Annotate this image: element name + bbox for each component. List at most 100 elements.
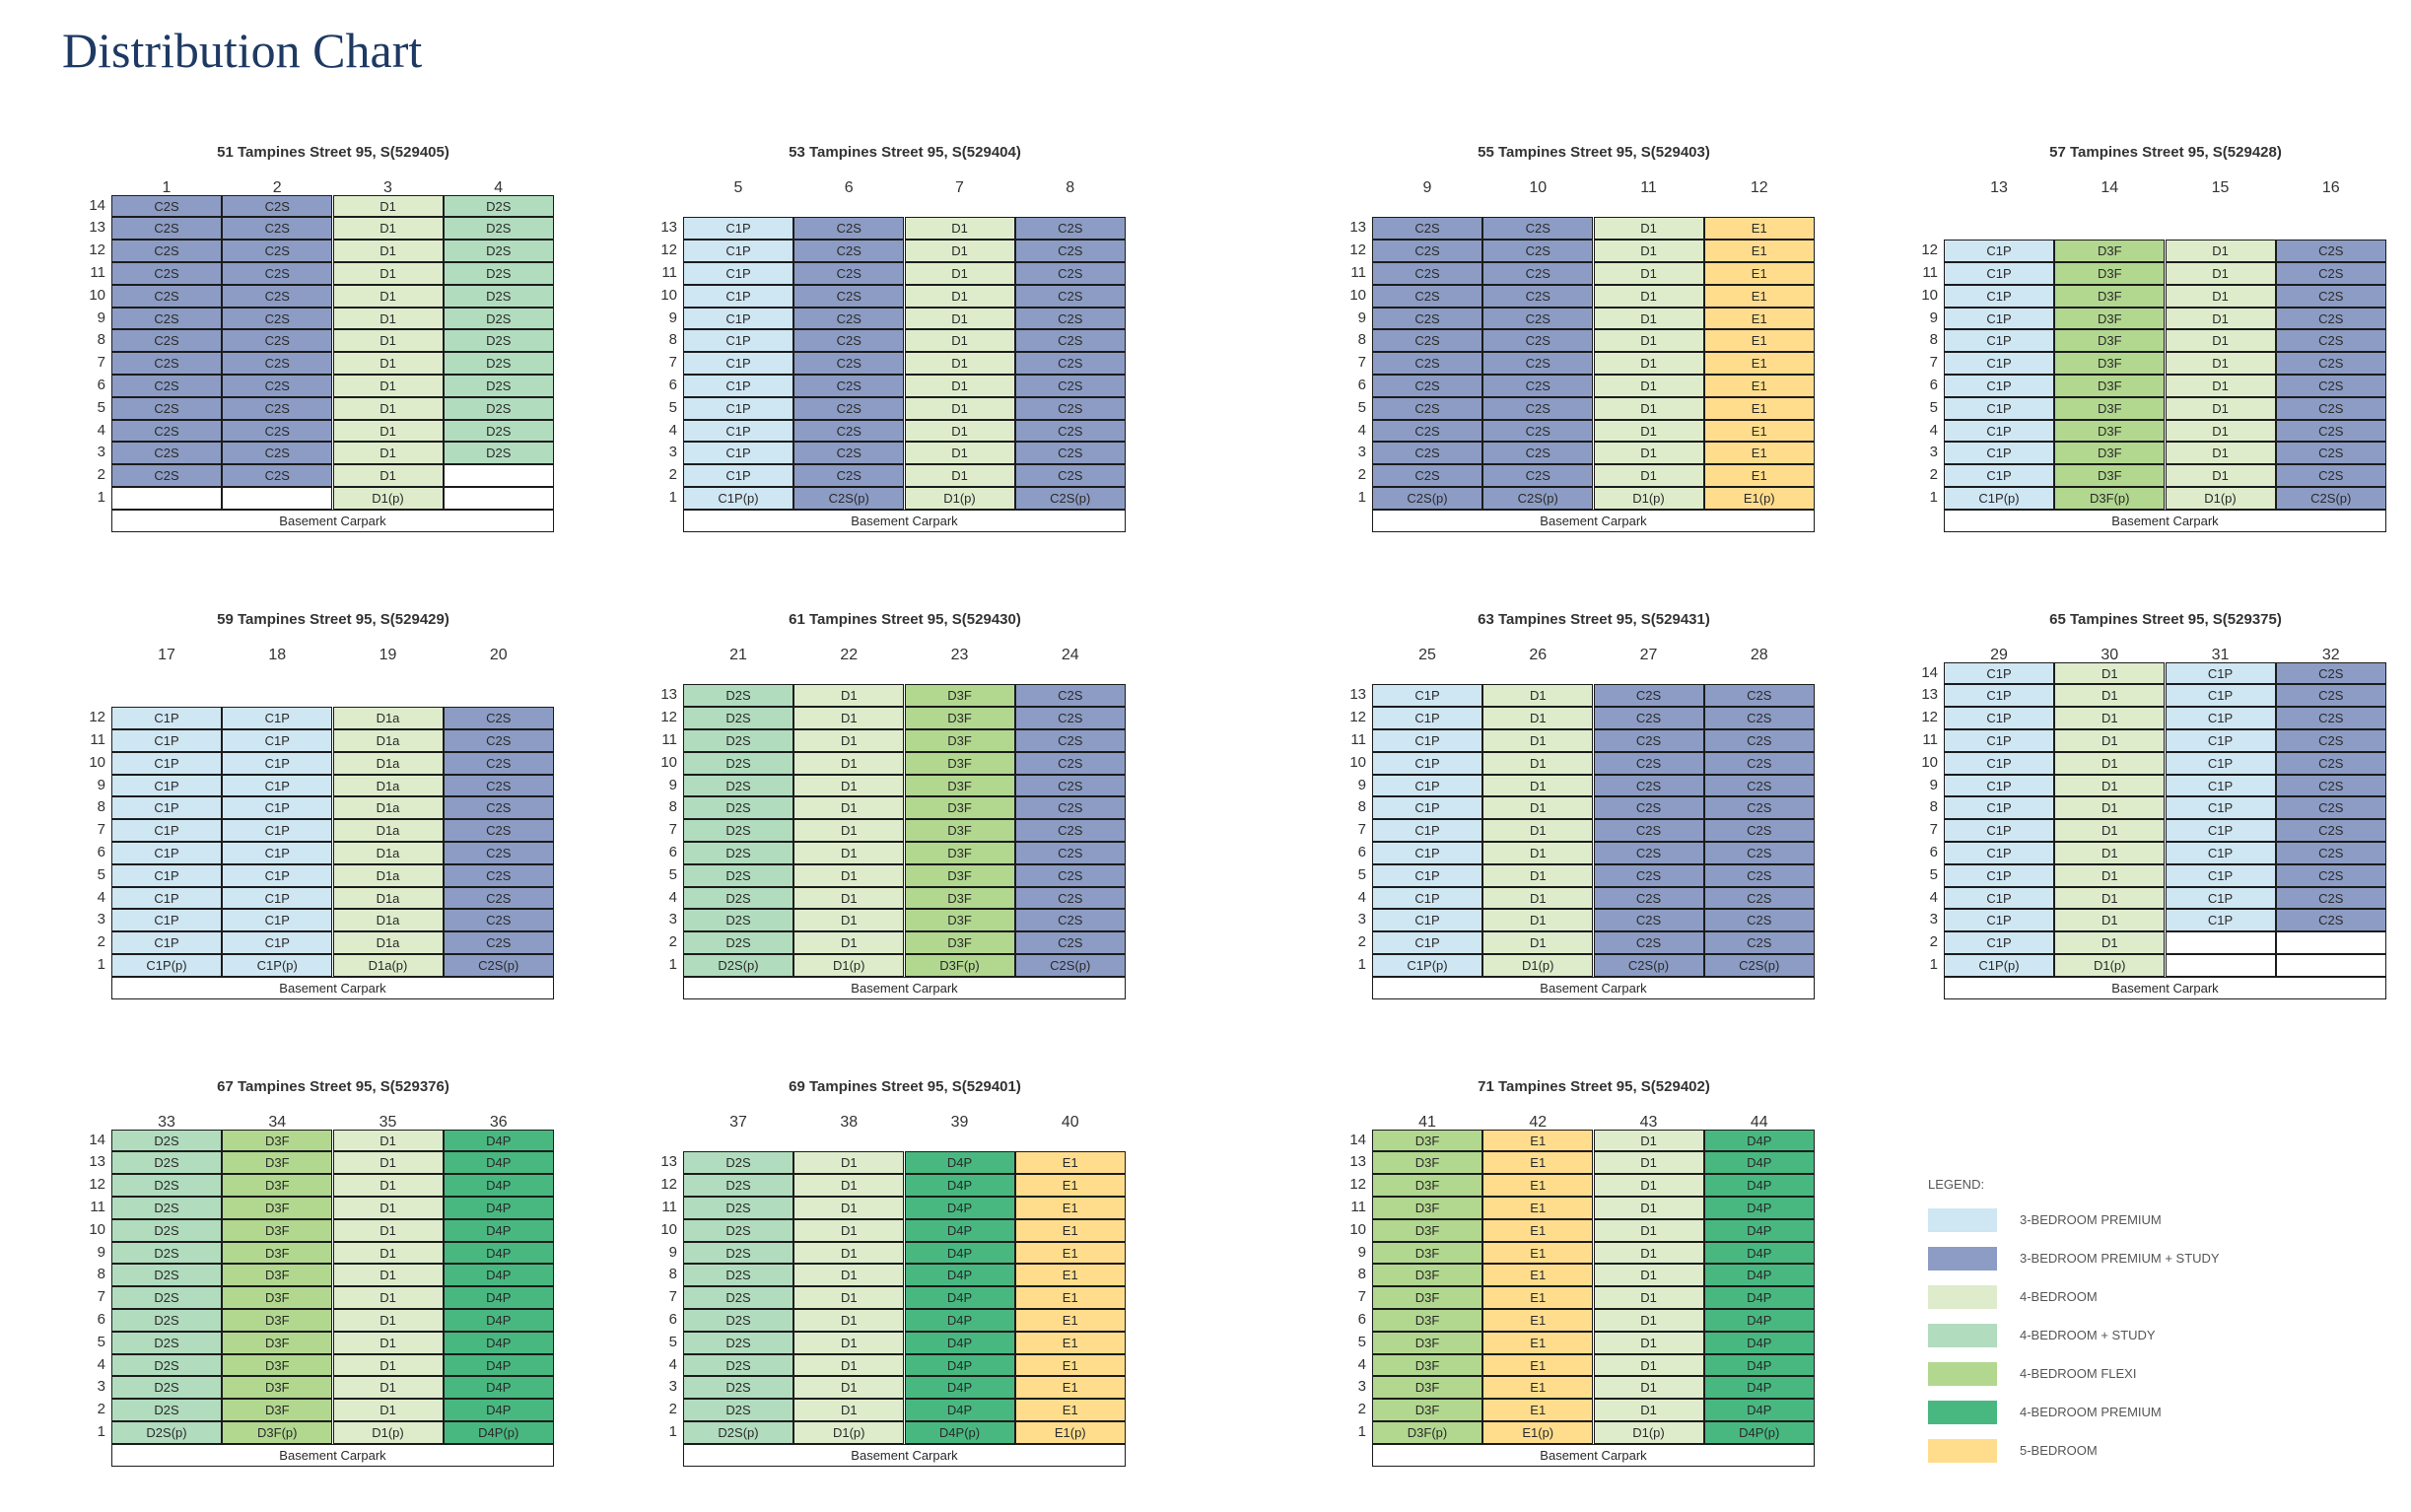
unit-cell: C2S bbox=[1482, 329, 1594, 353]
floor-number: 7 bbox=[1357, 354, 1366, 372]
floor-number: 13 bbox=[660, 219, 677, 237]
unit-number: 38 bbox=[840, 1114, 859, 1131]
floor-number: 6 bbox=[668, 1311, 677, 1328]
unit-cell: D2S bbox=[111, 1286, 222, 1309]
floor-number: 6 bbox=[1357, 1311, 1366, 1328]
unit-cell: C1P bbox=[1944, 819, 2054, 842]
unit-cell: D1 bbox=[2165, 442, 2276, 465]
floor-number: 4 bbox=[668, 421, 677, 439]
unit-cell: D4P bbox=[904, 1174, 1015, 1197]
floor-number: 7 bbox=[668, 821, 677, 839]
unit-cell: D2S bbox=[111, 1218, 222, 1242]
unit-cell: C1P bbox=[222, 842, 333, 864]
unit-cell: D1 bbox=[1593, 1376, 1704, 1400]
unit-cell: D1 bbox=[793, 1353, 905, 1377]
unit-cell: D2S bbox=[683, 1197, 793, 1219]
unit-cell: D1 bbox=[793, 1218, 905, 1242]
unit-number: 1 bbox=[162, 179, 172, 196]
unit-cell: D1 bbox=[332, 1264, 444, 1287]
floor-number: 7 bbox=[1929, 821, 1938, 839]
unit-cell: D1 bbox=[332, 1197, 444, 1219]
unit-cell: C2S bbox=[1014, 464, 1126, 487]
floor-number: 5 bbox=[668, 865, 677, 883]
unit-cell: D4P bbox=[443, 1241, 554, 1265]
unit-cell: D1 bbox=[2054, 819, 2166, 842]
unit-cell: D4P bbox=[904, 1241, 1015, 1265]
unit-cell: D1 bbox=[904, 284, 1015, 308]
unit-cell: D1 bbox=[2165, 240, 2276, 262]
unit-number: 8 bbox=[1066, 179, 1075, 196]
unit-cell: C2S bbox=[1372, 262, 1482, 285]
unit-cell: C2S bbox=[1014, 842, 1126, 864]
unit-cell: D4P bbox=[1703, 1151, 1815, 1175]
unit-cell: C1P bbox=[222, 729, 333, 752]
legend-swatch bbox=[1928, 1401, 1997, 1424]
unit-cell: D1(p) bbox=[793, 1421, 905, 1444]
unit-cell: E1(p) bbox=[1014, 1421, 1126, 1444]
unit-cell: D1 bbox=[2165, 375, 2276, 397]
floor-number: 8 bbox=[1357, 1266, 1366, 1283]
legend-label: 3-BEDROOM PREMIUM + STUDY bbox=[2020, 1251, 2220, 1266]
unit-number: 4 bbox=[494, 179, 504, 196]
unit-cell: C2S bbox=[1372, 375, 1482, 397]
unit-cell: D1 bbox=[1593, 352, 1704, 375]
unit-cell: D1 bbox=[1482, 842, 1594, 864]
unit-cell: D1 bbox=[793, 1309, 905, 1332]
unit-cell: C2S bbox=[222, 464, 333, 487]
unit-cell: D1 bbox=[1482, 909, 1594, 932]
unit-cell: D3F bbox=[904, 796, 1015, 820]
unit-cell: C2S bbox=[1014, 329, 1126, 353]
unit-cell: C2S bbox=[1593, 796, 1704, 820]
unit-cell: D3F bbox=[904, 729, 1015, 752]
unit-number: 19 bbox=[379, 647, 397, 663]
unit-cell: C1P bbox=[1372, 863, 1482, 887]
unit-cell: C1P bbox=[1944, 442, 2054, 465]
unit-cell: D1 bbox=[332, 217, 444, 241]
unit-number: 3 bbox=[383, 179, 392, 196]
unit-cell: C2S bbox=[2275, 262, 2386, 285]
basement-carpark: Basement Carpark bbox=[683, 509, 1126, 532]
floor-number: 8 bbox=[1357, 331, 1366, 349]
unit-cell: D1 bbox=[332, 1286, 444, 1309]
floor-number: 3 bbox=[1357, 444, 1366, 461]
floor-number: 8 bbox=[97, 798, 105, 816]
unit-cell: D3F bbox=[222, 1197, 333, 1219]
unit-cell: C1P bbox=[222, 751, 333, 775]
unit-cell bbox=[222, 487, 333, 510]
unit-cell: D2S bbox=[443, 396, 554, 420]
unit-cell: C2S bbox=[793, 419, 905, 443]
legend: LEGEND: 3-BEDROOM PREMIUM 3-BEDROOM PREMI… bbox=[1928, 1177, 2381, 1473]
unit-cell: C1P bbox=[1944, 707, 2054, 729]
floor-number: 5 bbox=[1929, 398, 1938, 416]
unit-cell: D2S bbox=[683, 751, 793, 775]
floor-number: 8 bbox=[1929, 331, 1938, 349]
floor-number: 13 bbox=[89, 219, 105, 237]
unit-cell: E1 bbox=[1482, 1286, 1594, 1309]
unit-cell: C2S bbox=[443, 886, 554, 910]
floor-number: 9 bbox=[1929, 776, 1938, 793]
unit-cell bbox=[2275, 954, 2386, 977]
unit-cell: D4P(p) bbox=[443, 1421, 554, 1444]
unit-cell: C2S bbox=[793, 375, 905, 397]
unit-cell: C2S bbox=[2275, 886, 2386, 910]
unit-cell: C2S bbox=[1703, 684, 1815, 708]
unit-cell: C1P bbox=[1372, 886, 1482, 910]
unit-cell: D1 bbox=[1593, 240, 1704, 262]
unit-cell: D1 bbox=[332, 1399, 444, 1421]
unit-cell: D3F bbox=[2054, 329, 2166, 353]
floor-number: 2 bbox=[668, 933, 677, 951]
unit-cell: D1a bbox=[332, 909, 444, 932]
floor-number: 2 bbox=[1357, 466, 1366, 484]
floor-number: 3 bbox=[1357, 911, 1366, 928]
floor-number: 1 bbox=[668, 1423, 677, 1440]
unit-cell: D3F bbox=[2054, 352, 2166, 375]
unit-cell: C2S bbox=[1372, 284, 1482, 308]
building-block: 59 Tampines Street 95, S(529429) 17 18 19 20… bbox=[62, 611, 594, 1045]
unit-cell: D2S bbox=[111, 1129, 222, 1152]
unit-cell: E1 bbox=[1703, 217, 1815, 241]
unit-cell: D1 bbox=[2054, 842, 2166, 864]
legend-label: 4-BEDROOM PREMIUM bbox=[2020, 1405, 2162, 1419]
unit-cell: D1 bbox=[1482, 751, 1594, 775]
block-title: 65 Tampines Street 95, S(529375) bbox=[2049, 611, 2282, 628]
unit-cell: D1 bbox=[1482, 931, 1594, 954]
